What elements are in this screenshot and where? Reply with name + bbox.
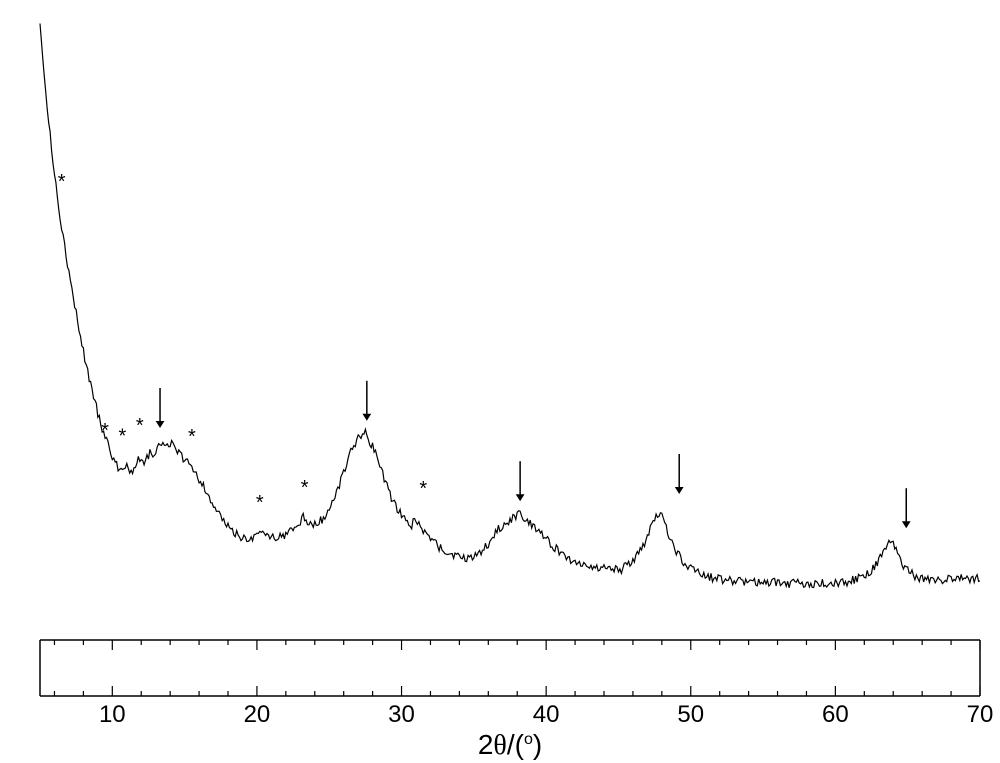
- star-marker-0: *: [58, 171, 66, 193]
- arrow-marker-head-2: [516, 494, 525, 501]
- star-marker-5: *: [256, 492, 264, 514]
- chart-svg: * * * * * * * * 10 20 30 40 50 60 70 2θ/(o): [0, 0, 1000, 763]
- x-tick-label: 40: [533, 701, 560, 728]
- x-tick-label: 70: [967, 701, 994, 728]
- x-tick-label: 60: [822, 701, 849, 728]
- xrd-trace: [40, 24, 980, 588]
- star-marker-2: *: [119, 425, 127, 447]
- x-tick-label: 50: [677, 701, 704, 728]
- x-axis-title: 2θ/(o): [478, 729, 542, 761]
- x-tick-label: 30: [388, 701, 415, 728]
- star-marker-7: *: [419, 478, 427, 500]
- arrow-marker-head-1: [362, 414, 371, 421]
- star-marker-3: *: [136, 415, 144, 437]
- arrow-marker-head-0: [156, 421, 165, 428]
- star-marker-4: *: [188, 426, 196, 448]
- star-marker-6: *: [301, 477, 309, 499]
- x-tick-label: 20: [244, 701, 271, 728]
- xrd-chart: * * * * * * * * 10 20 30 40 50 60 70 2θ/(o): [0, 0, 1000, 763]
- x-tick-label: 10: [99, 701, 126, 728]
- arrow-marker-head-4: [902, 521, 911, 528]
- star-marker-1: *: [101, 420, 109, 442]
- arrow-marker-head-3: [675, 487, 684, 494]
